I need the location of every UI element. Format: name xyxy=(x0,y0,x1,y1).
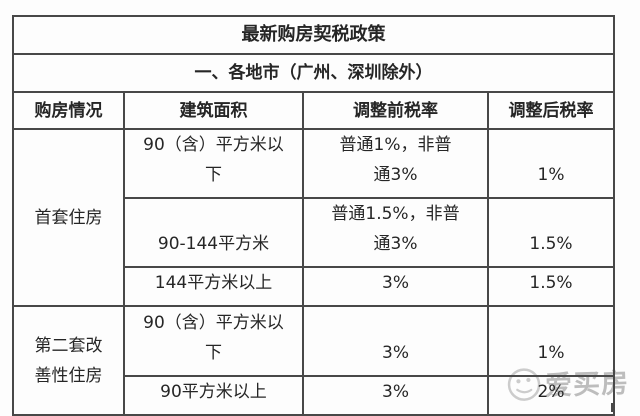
table-row: 首套住房 90（含）平方米以 下 普通1%，非普 通3% 1% xyxy=(12,128,615,307)
col-header-purchase-situation: 购房情况 xyxy=(12,91,125,130)
cell-rate-before: 3% xyxy=(302,305,489,377)
table-left-border-continuation xyxy=(12,403,14,412)
cell-rate-before: 普通1.5%，非普 通3% xyxy=(302,197,489,268)
table-title-row: 最新购房契税政策 xyxy=(12,15,615,55)
cell-rate-after: 1.5% xyxy=(487,197,615,268)
cell-area: 144平方米以上 xyxy=(123,266,304,307)
deed-tax-policy-table: 最新购房契税政策 一、各地市（广州、深圳除外） 购房情况 建筑面积 调整前税率 … xyxy=(12,15,615,416)
col-header-rate-after: 调整后税率 xyxy=(487,91,615,130)
table-row: 90平方米以上 3% 2% xyxy=(13,375,615,416)
cell-rate-after: 1% xyxy=(487,305,615,377)
cell-rate-after: 2% xyxy=(487,375,615,416)
table-row: 第二套改 善性住房 90（含）平方米以 下 3% 1% xyxy=(12,305,615,416)
cell-area: 90（含）平方米以 下 xyxy=(123,305,304,377)
section-header: 一、各地市（广州、深圳除外） xyxy=(12,53,615,93)
cell-rate-before: 3% xyxy=(302,266,489,307)
cell-rate-after: 1% xyxy=(487,128,615,199)
table-title: 最新购房契税政策 xyxy=(12,15,615,55)
table-section-row: 一、各地市（广州、深圳除外） xyxy=(12,53,615,93)
cell-rate-before: 3% xyxy=(302,375,489,416)
col-header-rate-before: 调整前税率 xyxy=(302,91,489,130)
group-label-first-home: 首套住房 xyxy=(12,128,125,307)
table-row: 144平方米以上 3% 1.5% xyxy=(13,266,615,307)
table-row: 90-144平方米 普通1.5%，非普 通3% 1.5% xyxy=(13,197,615,268)
cell-rate-before: 普通1%，非普 通3% xyxy=(302,128,489,199)
table-right-border-continuation xyxy=(611,403,613,412)
group-label-second-home: 第二套改 善性住房 xyxy=(12,305,125,416)
cell-area: 90平方米以上 xyxy=(123,375,304,416)
cell-area: 90（含）平方米以 下 xyxy=(123,128,304,199)
col-header-building-area: 建筑面积 xyxy=(123,91,304,130)
cell-area: 90-144平方米 xyxy=(123,197,304,268)
column-header-row: 购房情况 建筑面积 调整前税率 调整后税率 xyxy=(12,91,615,130)
cell-rate-after: 1.5% xyxy=(487,266,615,307)
